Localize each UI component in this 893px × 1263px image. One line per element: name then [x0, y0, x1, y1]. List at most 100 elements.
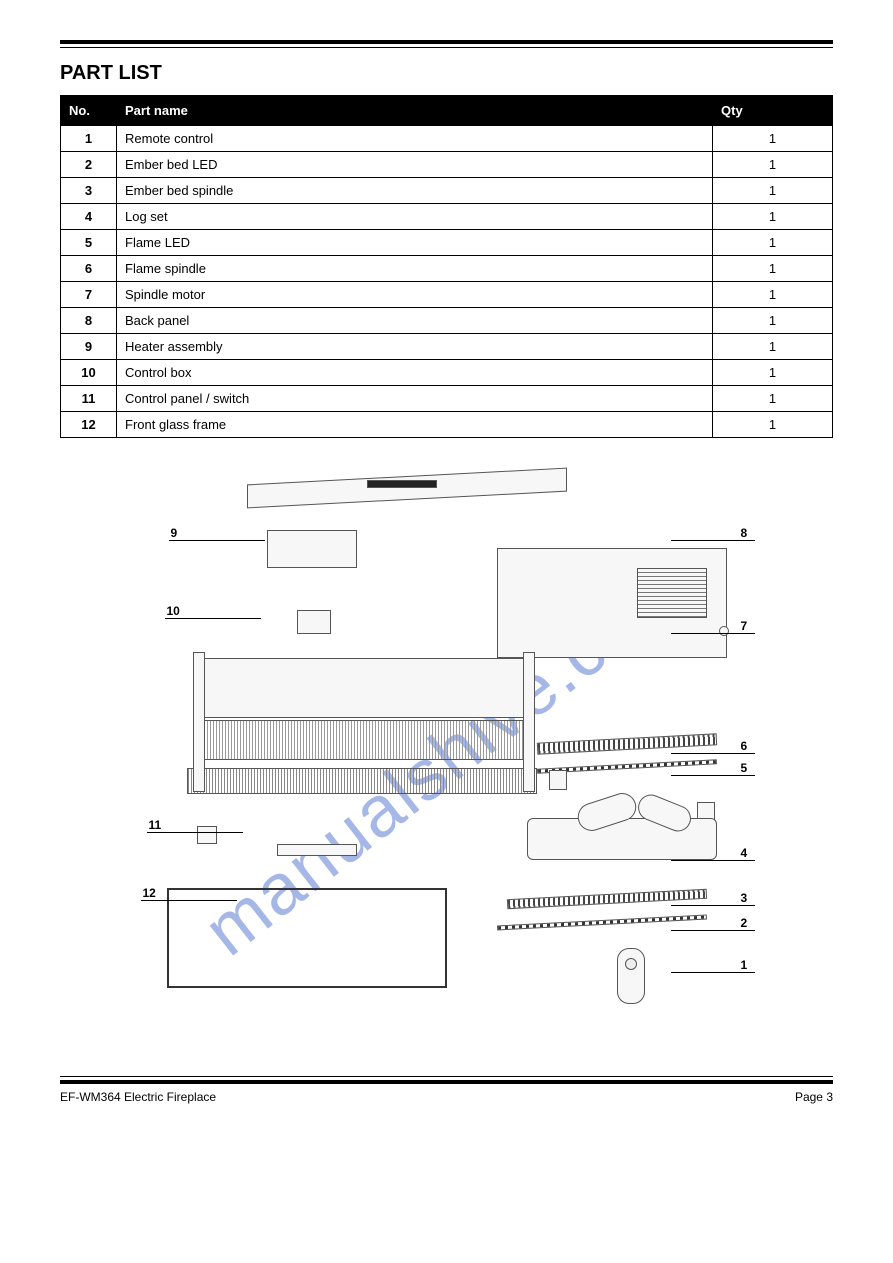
part-bracket-l [549, 770, 567, 790]
callout-number: 3 [741, 891, 748, 905]
table-row: 11Control panel / switch1 [61, 386, 833, 412]
callout-underline [739, 930, 755, 931]
callout-number: 7 [741, 619, 748, 633]
part-front-frame [167, 888, 447, 988]
callout-leader [671, 775, 741, 776]
part-switch-strip [277, 844, 357, 856]
parts-table: No. Part name Qty 1Remote control12Ember… [60, 95, 833, 438]
cell-name: Ember bed LED [117, 152, 713, 178]
cell-no: 9 [61, 334, 117, 360]
callout-number: 9 [171, 526, 178, 540]
cell-qty: 1 [713, 126, 833, 152]
part-ember-led [497, 915, 707, 931]
footer-right: Page 3 [795, 1090, 833, 1104]
cell-name: Ember bed spindle [117, 178, 713, 204]
callout-underline [739, 905, 755, 906]
part-switch [197, 826, 217, 844]
part-top-cover [247, 468, 567, 509]
cell-no: 11 [61, 386, 117, 412]
cell-qty: 1 [713, 386, 833, 412]
cell-name: Control panel / switch [117, 386, 713, 412]
callout-underline [739, 972, 755, 973]
part-side-right [523, 652, 535, 792]
footer-left: EF-WM364 Electric Fireplace [60, 1090, 216, 1104]
cell-no: 5 [61, 230, 117, 256]
callout-leader [671, 860, 741, 861]
callout-underline [739, 753, 755, 754]
header-rule-thin [60, 47, 833, 48]
cell-no: 4 [61, 204, 117, 230]
callout-number: 8 [741, 526, 748, 540]
col-header-qty: Qty [713, 96, 833, 126]
cell-qty: 1 [713, 178, 833, 204]
callout-underline [169, 540, 185, 541]
callout-number: 11 [149, 818, 162, 832]
footer-rule-thick [60, 1080, 833, 1084]
part-side-left [193, 652, 205, 792]
exploded-diagram: manualshive.com 910111287654321 [137, 468, 757, 1048]
table-row: 7Spindle motor1 [61, 282, 833, 308]
col-header-no: No. [61, 96, 117, 126]
cell-qty: 1 [713, 282, 833, 308]
cell-name: Flame spindle [117, 256, 713, 282]
header-rule-thick [60, 40, 833, 44]
part-flame-spindle [536, 733, 716, 754]
callout-leader [671, 633, 741, 634]
callout-underline [739, 775, 755, 776]
cell-qty: 1 [713, 152, 833, 178]
page-footer: EF-WM364 Electric Fireplace Page 3 [60, 1090, 833, 1104]
cell-no: 10 [61, 360, 117, 386]
part-remote-btn [625, 958, 637, 970]
cell-no: 3 [61, 178, 117, 204]
cell-qty: 1 [713, 334, 833, 360]
callout-leader [185, 540, 265, 541]
cell-name: Front glass frame [117, 412, 713, 438]
cell-name: Spindle motor [117, 282, 713, 308]
table-row: 1Remote control1 [61, 126, 833, 152]
callout-number: 4 [741, 846, 748, 860]
callout-underline [739, 633, 755, 634]
table-row: 3Ember bed spindle1 [61, 178, 833, 204]
table-row: 10Control box1 [61, 360, 833, 386]
callout-underline [165, 618, 181, 619]
cell-qty: 1 [713, 308, 833, 334]
callout-underline [739, 540, 755, 541]
callout-number: 1 [741, 958, 748, 972]
cell-name: Remote control [117, 126, 713, 152]
part-chassis-top [197, 658, 527, 718]
cell-name: Flame LED [117, 230, 713, 256]
callout-leader [671, 930, 741, 931]
cell-qty: 1 [713, 412, 833, 438]
part-chassis-grille [187, 768, 537, 794]
cell-no: 7 [61, 282, 117, 308]
callout-number: 2 [741, 916, 748, 930]
part-top-vent [367, 480, 437, 488]
cell-qty: 1 [713, 256, 833, 282]
callout-number: 10 [167, 604, 180, 618]
table-row: 6Flame spindle1 [61, 256, 833, 282]
footer-rule-thin [60, 1076, 833, 1077]
cell-name: Back panel [117, 308, 713, 334]
cell-no: 2 [61, 152, 117, 178]
section-title: PART LIST [60, 62, 833, 85]
cell-no: 8 [61, 308, 117, 334]
cell-no: 1 [61, 126, 117, 152]
cell-no: 6 [61, 256, 117, 282]
table-row: 12Front glass frame1 [61, 412, 833, 438]
cell-name: Control box [117, 360, 713, 386]
callout-leader [671, 972, 741, 973]
callout-leader [671, 905, 741, 906]
callout-leader [671, 753, 741, 754]
cell-qty: 1 [713, 230, 833, 256]
cell-no: 12 [61, 412, 117, 438]
table-row: 4Log set1 [61, 204, 833, 230]
cell-name: Log set [117, 204, 713, 230]
col-header-name: Part name [117, 96, 713, 126]
table-header-row: No. Part name Qty [61, 96, 833, 126]
part-spindle-motor [719, 626, 729, 636]
part-back-vents [637, 568, 707, 618]
table-row: 2Ember bed LED1 [61, 152, 833, 178]
cell-qty: 1 [713, 360, 833, 386]
table-row: 8Back panel1 [61, 308, 833, 334]
callout-number: 6 [741, 739, 748, 753]
